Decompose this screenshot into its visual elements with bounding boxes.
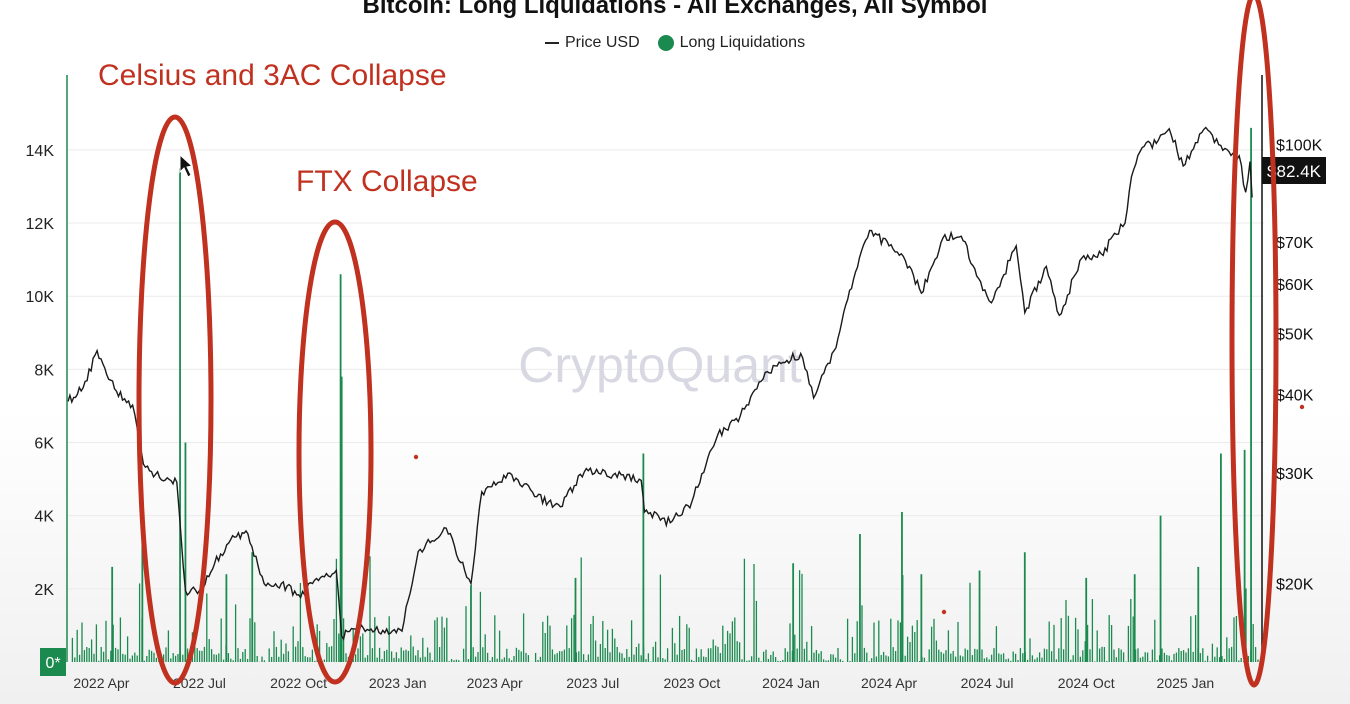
y-tick-label: 10K [26, 289, 55, 306]
right-tick-label: $20K [1276, 577, 1314, 594]
y-tick-label: 12K [26, 216, 55, 233]
chart-title: Bitcoin: Long Liquidations - All Exchang… [362, 0, 988, 19]
right-tick-label: $40K [1276, 388, 1314, 405]
right-tick-label: $70K [1276, 235, 1314, 252]
annotation-ellipse-celsius [136, 114, 214, 686]
x-tick-label: 2023 Jul [566, 675, 619, 691]
y-tick-label: 4K [34, 509, 54, 526]
right-tick-label: $100K [1276, 138, 1323, 155]
stray-marker [941, 609, 947, 615]
y-tick-label: 8K [34, 362, 54, 379]
annotations: Celsius and 3AC Collapse FTX Collapse [98, 0, 1305, 688]
right-tick-label: $60K [1276, 277, 1314, 294]
x-tick-label: 2023 Oct [663, 675, 720, 691]
x-tick-label: 2022 Jul [173, 675, 226, 691]
legend-label-liquidations: Long Liquidations [679, 34, 806, 51]
annotation-ellipse-recent [1229, 0, 1279, 688]
x-tick-label: 2024 Jan [762, 675, 820, 691]
annotation-ellipse-ftx [296, 219, 374, 685]
legend-item-liquidations[interactable]: Long Liquidations [657, 34, 806, 52]
x-tick-label: 2025 Jan [1157, 675, 1215, 691]
watermark: CryptoQuant [518, 337, 802, 393]
annotation-label-celsius: Celsius and 3AC Collapse [98, 59, 447, 92]
x-tick-label: 2022 Oct [270, 675, 327, 691]
price-line [67, 126, 1253, 641]
zero-label-bg [40, 648, 66, 676]
stray-marker [1299, 404, 1305, 410]
legend-line-swatch [544, 42, 559, 44]
current-price-label: $82.4K [1267, 162, 1322, 181]
y-tick-label: 14K [26, 143, 55, 160]
grid [68, 149, 1264, 590]
liquidation-bars [69, 127, 1259, 662]
x-tick-label: 2022 Apr [73, 675, 129, 691]
y-tick-label: 2K [34, 582, 54, 599]
x-axis: 2022 Apr 2022 Jul 2022 Oct 2023 Jan 2023 Apr… [73, 675, 1214, 691]
right-tick-label: $30K [1276, 466, 1314, 483]
stray-marker [413, 454, 419, 460]
x-tick-label: 2024 Jul [961, 675, 1014, 691]
legend: Price USD Long Liquidations [0, 34, 1350, 52]
x-tick-label: 2024 Apr [861, 675, 917, 691]
left-axis: 0* 2K 4K 6K 8K 10K 12K 14K [26, 75, 68, 676]
y-tick-label: 6K [34, 436, 54, 453]
x-tick-label: 2023 Apr [467, 675, 523, 691]
legend-dot-swatch [657, 35, 674, 51]
right-tick-label: $50K [1276, 327, 1314, 344]
legend-item-price[interactable]: Price USD [544, 34, 640, 52]
annotation-label-ftx: FTX Collapse [296, 165, 478, 198]
cursor-icon [179, 153, 194, 178]
legend-label-price: Price USD [564, 34, 640, 51]
x-tick-label: 2023 Jan [369, 675, 427, 691]
y-tick-label: 0* [45, 655, 60, 672]
x-tick-label: 2024 Oct [1058, 675, 1115, 691]
